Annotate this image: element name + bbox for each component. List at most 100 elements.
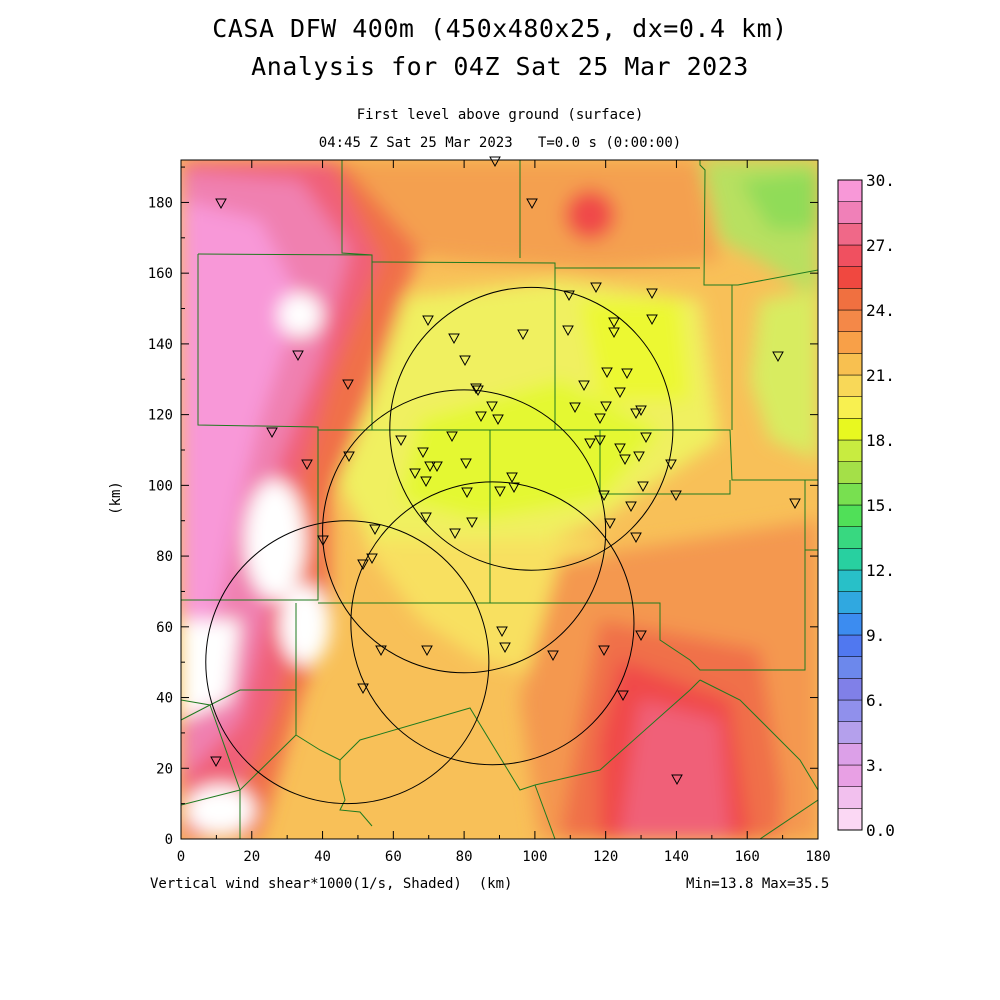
station-marker xyxy=(215,198,227,210)
station-marker xyxy=(562,325,574,337)
colorbar-label: 27. xyxy=(866,236,895,255)
station-marker xyxy=(508,482,520,494)
station-marker xyxy=(614,387,626,399)
footer-min-max: Min=13.8 Max=35.5 xyxy=(686,876,830,892)
x-tick-label: 160 xyxy=(735,849,760,865)
station-marker xyxy=(421,645,433,657)
station-marker xyxy=(461,487,473,499)
station-marker xyxy=(640,432,652,444)
y-tick-label: 180 xyxy=(148,195,173,211)
colorbar-swatch xyxy=(837,201,863,224)
colorbar-swatch xyxy=(837,223,863,246)
y-tick-label: 120 xyxy=(148,408,173,424)
x-tick-label: 100 xyxy=(522,849,547,865)
x-tick-label: 0 xyxy=(177,849,185,865)
y-tick-label: 0 xyxy=(165,832,173,848)
colorbar-swatch xyxy=(837,526,863,549)
station-marker xyxy=(633,451,645,463)
station-marker xyxy=(578,380,590,392)
colorbar-swatch xyxy=(837,396,863,419)
colorbar-swatch xyxy=(837,678,863,701)
station-marker xyxy=(635,630,647,642)
colorbar-label: 18. xyxy=(866,431,895,450)
station-marker xyxy=(357,559,369,571)
station-marker xyxy=(449,528,461,540)
colorbar: 30. 27. 24. 21. 18. 15. 12. 9. 6. 3. 0.0 xyxy=(837,171,895,840)
colorbar-swatch xyxy=(837,353,863,376)
colorbar-label: 21. xyxy=(866,366,895,385)
map-subtitle-level: First level above ground (surface) xyxy=(356,107,644,123)
colorbar-swatch xyxy=(837,244,863,267)
y-tick-label: 160 xyxy=(148,266,173,282)
station-marker xyxy=(409,468,421,480)
station-marker xyxy=(489,156,501,168)
station-marker xyxy=(475,411,487,423)
station-marker xyxy=(494,486,506,498)
colorbar-swatch xyxy=(837,266,863,289)
range-ring xyxy=(205,520,490,805)
station-marker xyxy=(472,385,484,397)
colorbar-label: 0.0 xyxy=(866,821,895,840)
station-marker xyxy=(317,535,329,547)
station-marker xyxy=(601,367,613,379)
station-marker xyxy=(608,317,620,329)
station-marker xyxy=(375,645,387,657)
colorbar-swatch xyxy=(837,548,863,571)
colorbar-swatch xyxy=(837,786,863,809)
y-tick-label: 80 xyxy=(156,549,173,565)
colorbar-label: 24. xyxy=(866,301,895,320)
station-marker xyxy=(598,490,610,502)
station-marker xyxy=(301,459,313,471)
station-marker xyxy=(594,413,606,425)
station-marker xyxy=(630,532,642,544)
station-marker xyxy=(526,198,538,210)
y-tick-label: 40 xyxy=(156,691,173,707)
colorbar-swatch xyxy=(837,374,863,397)
shear-field xyxy=(181,160,818,839)
x-tick-label: 20 xyxy=(243,849,260,865)
station-marker xyxy=(499,642,511,654)
colorbar-swatch xyxy=(837,331,863,354)
station-marker xyxy=(517,329,529,341)
station-marker xyxy=(292,350,304,362)
station-marker xyxy=(342,379,354,391)
y-tick-label: 140 xyxy=(148,337,173,353)
colorbar-swatch xyxy=(837,699,863,722)
station-marker xyxy=(486,401,498,413)
colorbar-swatch xyxy=(837,743,863,766)
y-tick-label: 100 xyxy=(148,478,173,494)
station-marker xyxy=(630,408,642,420)
station-marker xyxy=(431,461,443,473)
station-marker xyxy=(594,435,606,447)
station-marker xyxy=(617,690,629,702)
station-marker xyxy=(506,472,518,484)
y-tick-label: 20 xyxy=(156,761,173,777)
x-tick-label: 120 xyxy=(593,849,618,865)
station-markers xyxy=(210,156,801,786)
x-tick-label: 140 xyxy=(664,849,689,865)
colorbar-label: 6. xyxy=(866,691,885,710)
station-marker xyxy=(420,476,432,488)
x-tick-label: 80 xyxy=(456,849,473,865)
colorbar-label: 3. xyxy=(866,756,885,775)
station-marker xyxy=(448,333,460,345)
colorbar-swatch xyxy=(837,656,863,679)
colorbar-label: 12. xyxy=(866,561,895,580)
station-marker xyxy=(600,401,612,413)
colorbar-swatch xyxy=(837,483,863,506)
station-marker xyxy=(635,405,647,417)
footer-variable-label: Vertical wind shear*1000(1/s, Shaded) (k… xyxy=(150,876,513,892)
colorbar-swatch xyxy=(837,613,863,636)
station-marker xyxy=(470,383,482,395)
colorbar-swatch xyxy=(837,461,863,484)
station-marker xyxy=(646,288,658,300)
colorbar-swatch xyxy=(837,721,863,744)
x-tick-label: 40 xyxy=(314,849,331,865)
station-marker xyxy=(604,518,616,530)
x-tick-label: 60 xyxy=(385,849,402,865)
colorbar-swatch xyxy=(837,179,863,202)
colorbar-swatch xyxy=(837,634,863,657)
station-marker xyxy=(343,451,355,463)
station-marker xyxy=(424,461,436,473)
